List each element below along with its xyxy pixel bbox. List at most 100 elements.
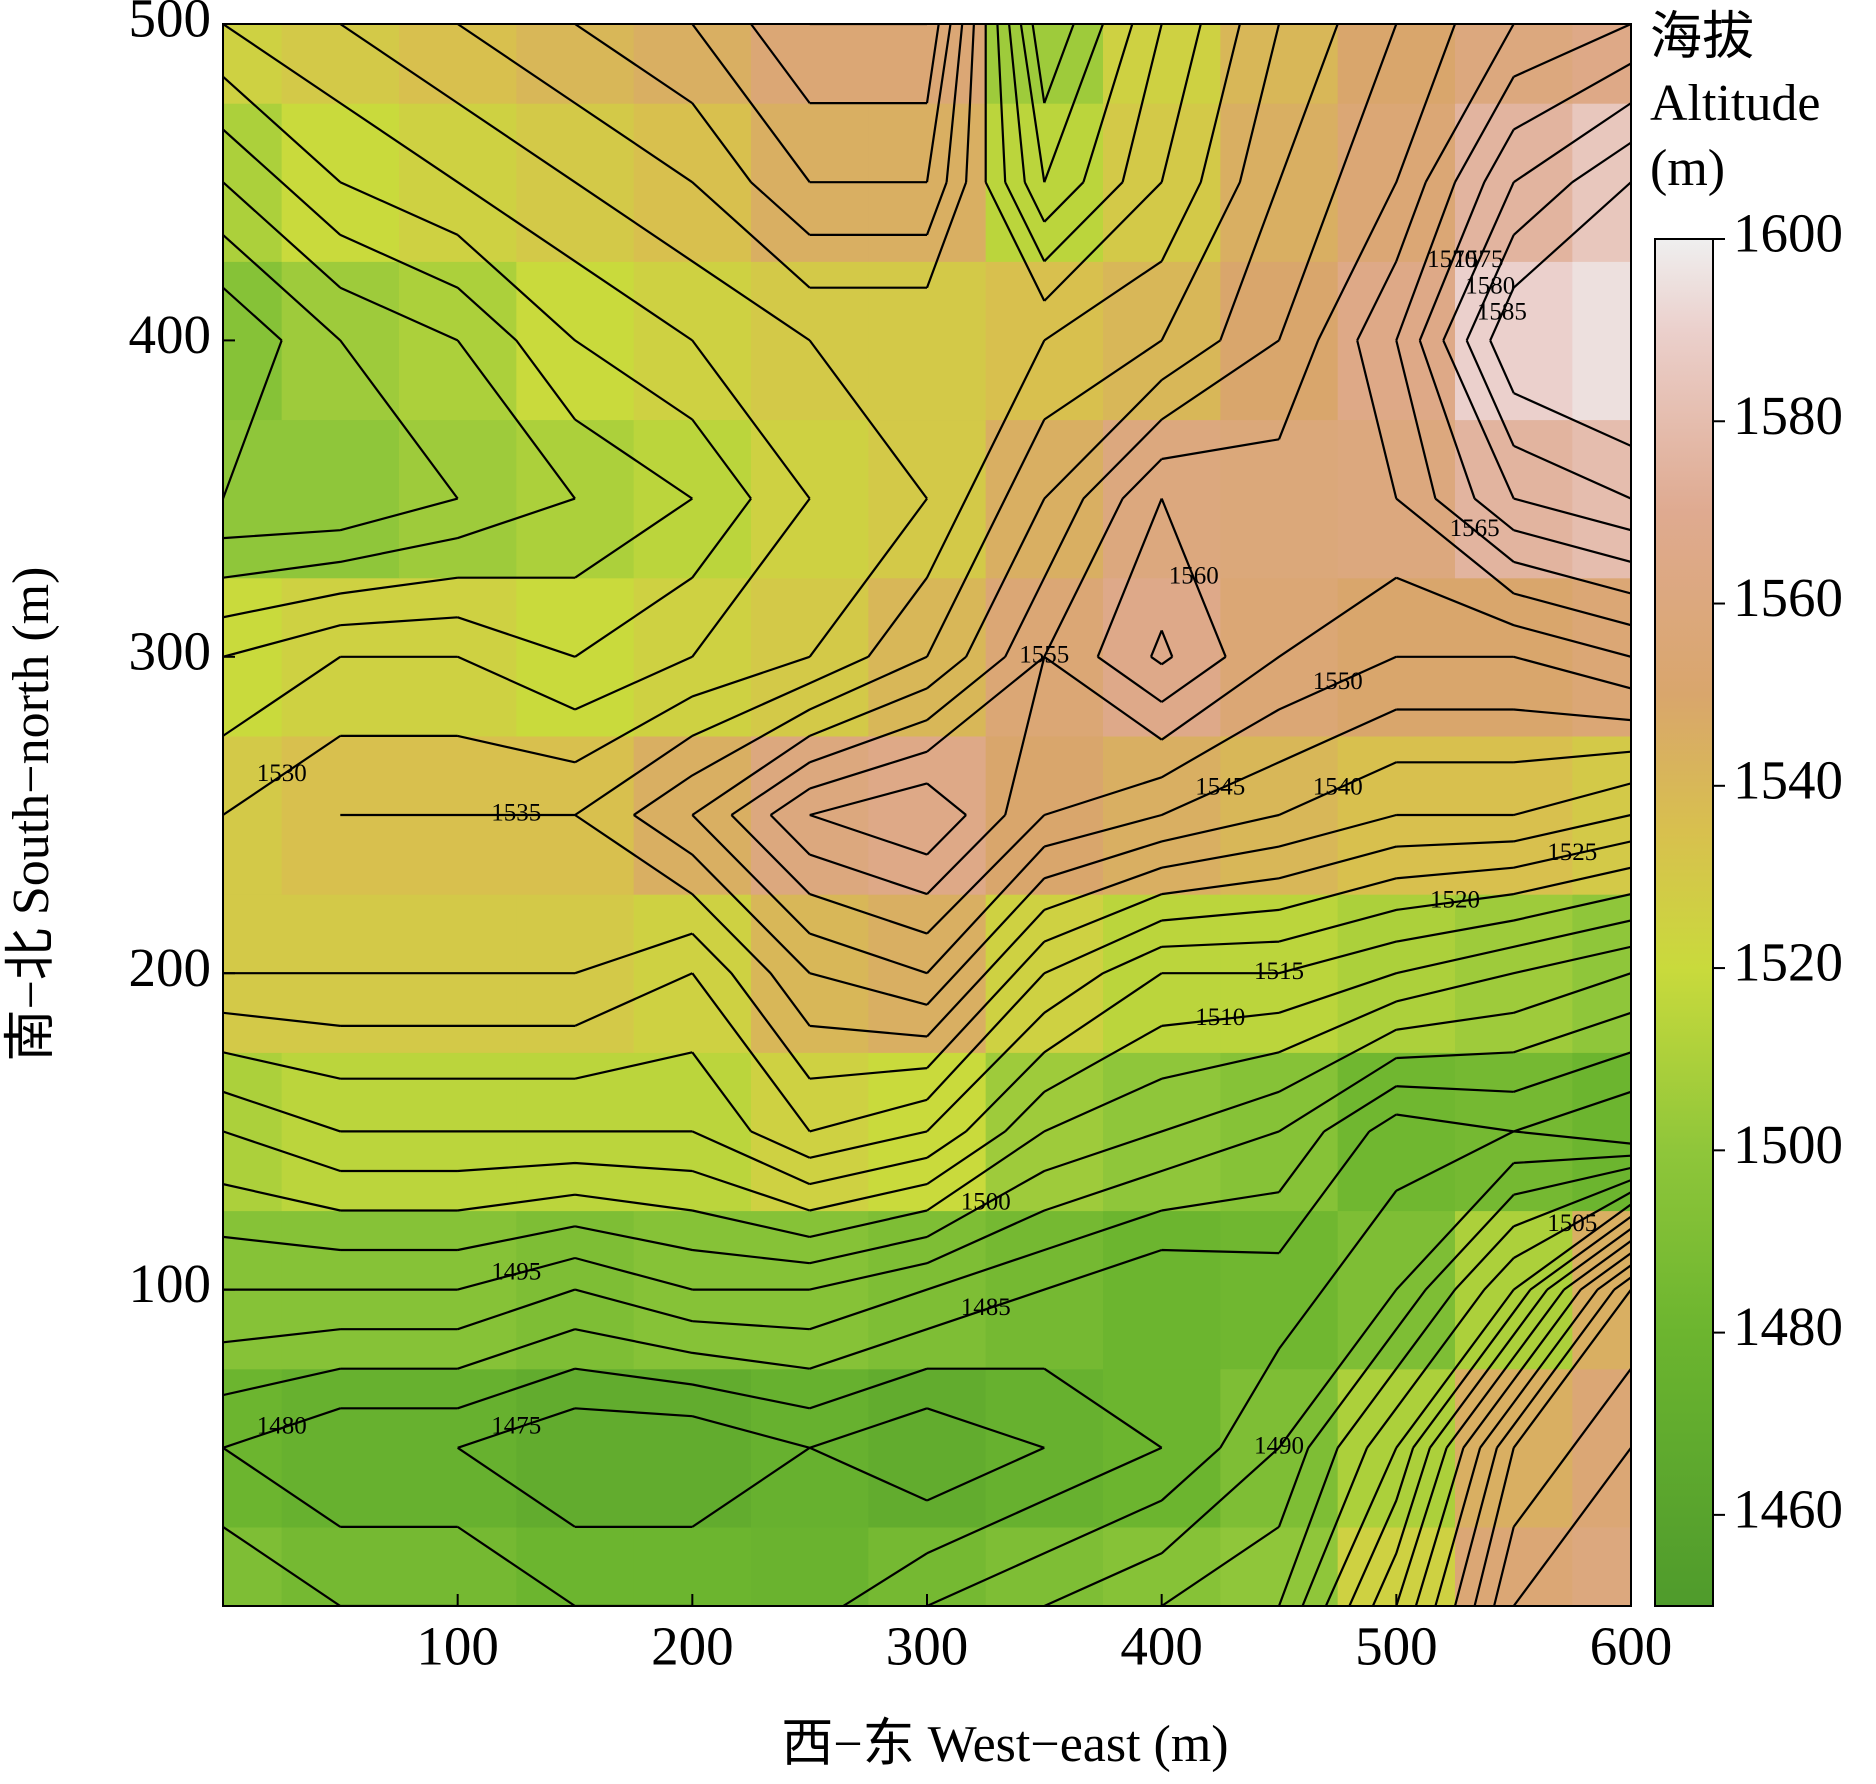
colorbar-title: (m) xyxy=(1650,140,1725,197)
contour-line xyxy=(223,24,1631,1606)
x-tick-label: 300 xyxy=(886,1616,969,1677)
heat-cell xyxy=(868,24,987,104)
heat-cell xyxy=(1103,1210,1221,1370)
heat-cell xyxy=(1572,103,1631,262)
contour-line xyxy=(1489,181,1631,447)
contour-label: 1540 xyxy=(1313,773,1363,800)
contour-label: 1480 xyxy=(257,1413,307,1440)
colorbar-tick-label: 1520 xyxy=(1733,932,1843,993)
heat-cell xyxy=(633,24,752,104)
x-axis-title: 西−东 West−east (m) xyxy=(781,1716,1228,1773)
contours: 1475 1480 1485 1490 1495 1500 1505 1510 1515 1520… xyxy=(223,24,1631,1606)
heat-cell xyxy=(281,419,400,579)
contour-line xyxy=(223,1090,1631,1606)
contour-label: 1535 xyxy=(491,800,541,827)
y-axis-title: 南−北 South−north (m) xyxy=(3,567,60,1062)
colorbar-tick-label: 1600 xyxy=(1733,203,1843,264)
contour-line xyxy=(223,286,1631,1606)
contour-line xyxy=(223,24,1631,1606)
x-tick-label: 600 xyxy=(1590,1616,1673,1677)
heat-cell xyxy=(1572,735,1631,895)
contour-label: 1580 xyxy=(1465,272,1515,299)
heat-cell xyxy=(223,1526,283,1606)
y-tick-label: 300 xyxy=(129,620,212,681)
contour-line xyxy=(1149,24,1631,666)
contour-line xyxy=(223,234,1631,1606)
contour-label: 1575 xyxy=(1454,246,1504,273)
heat-cell xyxy=(223,419,283,579)
heat-cell xyxy=(868,1052,987,1212)
x-tick-label: 400 xyxy=(1120,1616,1203,1677)
heat-cell xyxy=(1572,419,1631,579)
heat-cell xyxy=(1103,24,1221,104)
heat-cell xyxy=(1220,419,1339,579)
contour-label: 1495 xyxy=(491,1259,541,1286)
heat-cell xyxy=(1455,24,1573,104)
heat-cell xyxy=(281,24,400,104)
x-tick-label: 500 xyxy=(1355,1616,1438,1677)
heat-cell xyxy=(868,1368,987,1528)
heat-cell xyxy=(223,735,283,895)
heat-cell xyxy=(868,577,987,737)
contour-label: 1515 xyxy=(1254,958,1304,985)
colorbar-tick-label: 1580 xyxy=(1733,385,1843,446)
contour-label: 1500 xyxy=(961,1189,1011,1216)
heat-cell xyxy=(223,103,283,262)
contour-line xyxy=(223,1051,1631,1606)
heat-cell xyxy=(223,1052,283,1212)
contour-line xyxy=(223,24,1631,1606)
y-tick-label: 400 xyxy=(129,304,212,365)
heat-cell xyxy=(868,894,987,1053)
contour-line xyxy=(223,24,1631,1606)
contour-label: 1570 xyxy=(1427,246,1477,273)
contour-label: 1490 xyxy=(1254,1433,1304,1460)
contour-line xyxy=(769,24,1631,1606)
contour-label: 1585 xyxy=(1477,299,1527,326)
heat-cell xyxy=(751,24,869,104)
heat-cell xyxy=(1103,1368,1221,1528)
heat-cell xyxy=(281,1526,400,1606)
heat-cell xyxy=(1337,1052,1456,1212)
colorbar-tick-label: 1500 xyxy=(1733,1114,1843,1175)
y-tick-label: 500 xyxy=(129,0,212,49)
contour-label: 1545 xyxy=(1195,773,1245,800)
heat-cell xyxy=(985,24,1104,104)
heat-cell xyxy=(1103,261,1221,421)
heat-cell xyxy=(223,1368,283,1528)
heat-cell xyxy=(1220,1526,1339,1606)
heat-cell xyxy=(223,24,283,104)
heat-cell xyxy=(1572,1526,1631,1606)
heat-cell xyxy=(516,24,635,104)
contour-label: 1555 xyxy=(1019,642,1069,669)
heat-cell xyxy=(1103,1526,1221,1606)
contour-label: 1520 xyxy=(1430,887,1480,914)
contour-label: 1560 xyxy=(1169,562,1219,589)
heat-cell xyxy=(399,24,517,104)
contour-line xyxy=(1442,102,1631,532)
heat-cell xyxy=(516,1368,635,1528)
colorbar-tick-label: 1560 xyxy=(1733,567,1843,628)
heat-cell xyxy=(1220,261,1339,421)
colorbar xyxy=(1654,238,1714,1607)
heat-cell xyxy=(633,419,752,579)
heat-cell xyxy=(1572,1368,1631,1528)
heat-cell xyxy=(1455,1526,1573,1606)
x-tick-label: 100 xyxy=(416,1616,499,1677)
contour-line xyxy=(691,24,1631,1606)
y-tick-label: 200 xyxy=(129,937,212,998)
heat-cell xyxy=(1572,894,1631,1053)
contour-line xyxy=(730,24,1631,1606)
colorbar-tick-label: 1540 xyxy=(1733,749,1843,810)
contour-label: 1525 xyxy=(1547,839,1597,866)
heat-cell xyxy=(1572,1052,1631,1212)
heat-cell xyxy=(1337,24,1456,104)
contour-line xyxy=(223,1011,1631,1606)
contour-label: 1550 xyxy=(1313,668,1363,695)
contour-line xyxy=(223,24,1631,1606)
contour-label: 1530 xyxy=(257,760,307,787)
contour-line xyxy=(809,24,1631,856)
heat-cell xyxy=(399,1526,517,1606)
contour-line xyxy=(340,24,1631,1606)
contour-line xyxy=(1418,62,1631,563)
heat-cell xyxy=(1572,577,1631,737)
